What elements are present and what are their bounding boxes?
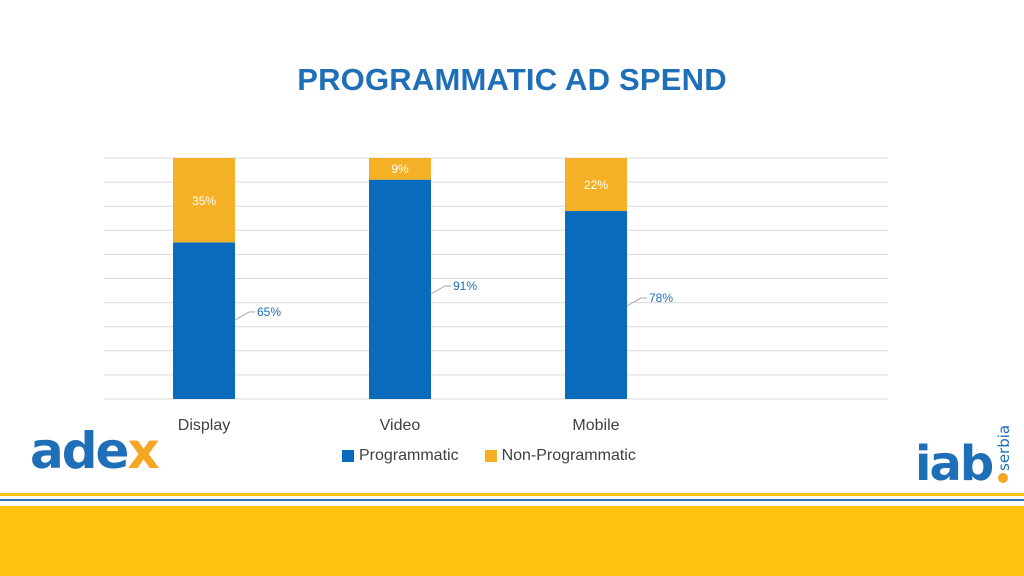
legend-swatch-programmatic <box>342 450 354 462</box>
footer-stripe-blue-thin <box>0 499 1024 501</box>
iab-logo-dot <box>998 473 1008 483</box>
leader-line-programmatic-mobile <box>626 297 647 307</box>
chart-title: PROGRAMMATIC AD SPEND <box>297 62 727 97</box>
stacked-bar-chart: 65% 35% 91% 9% 78% 22% Display Video Mobile <box>104 157 888 434</box>
legend: Programmatic Non-Programmatic <box>342 447 636 465</box>
legend-swatch-non-programmatic <box>484 450 497 462</box>
iab-logo-text: iab <box>915 436 993 490</box>
footer-stripe-yellow-thin <box>0 493 1024 496</box>
adex-logo: adex <box>30 426 160 476</box>
data-label-programmatic-mobile: 78% <box>649 291 673 305</box>
legend-item-programmatic: Programmatic <box>342 447 459 465</box>
data-labels: 65% 35% 91% 9% 78% 22% <box>192 162 673 321</box>
data-label-programmatic-display: 65% <box>257 305 281 319</box>
footer-stripes <box>0 490 1024 576</box>
legend-item-non-programmatic: Non-Programmatic <box>484 447 636 465</box>
iab-logo-subtext: serbia <box>995 425 1013 471</box>
data-label-programmatic-video: 91% <box>453 279 477 293</box>
iab-serbia-logo: iab serbia <box>915 425 1013 490</box>
x-tick-label-display: Display <box>178 417 230 434</box>
bar-non-programmatic-display <box>173 158 235 243</box>
legend-label-programmatic: Programmatic <box>359 447 459 464</box>
bar-programmatic-video <box>369 179 431 399</box>
bar-programmatic-display <box>173 242 235 399</box>
x-tick-label-video: Video <box>380 417 421 434</box>
bar-non-programmatic-mobile <box>565 158 627 212</box>
adex-logo-text-blue: ade <box>30 422 129 480</box>
leader-line-programmatic-display <box>234 311 255 321</box>
legend-label-non-programmatic: Non-Programmatic <box>501 447 636 464</box>
data-label-non-programmatic-mobile: 22% <box>584 178 608 192</box>
x-tick-label-mobile: Mobile <box>572 417 619 434</box>
bars <box>173 158 627 399</box>
bar-non-programmatic-video <box>369 158 431 180</box>
footer-stripe-yellow-thick <box>0 506 1024 576</box>
category-axis: Display Video Mobile <box>178 417 620 434</box>
bar-programmatic-mobile <box>565 211 627 399</box>
data-label-non-programmatic-display: 35% <box>192 194 216 208</box>
data-label-non-programmatic-video: 9% <box>391 162 409 176</box>
leader-line-programmatic-video <box>430 285 451 295</box>
adex-logo-text-orange: x <box>127 422 159 480</box>
